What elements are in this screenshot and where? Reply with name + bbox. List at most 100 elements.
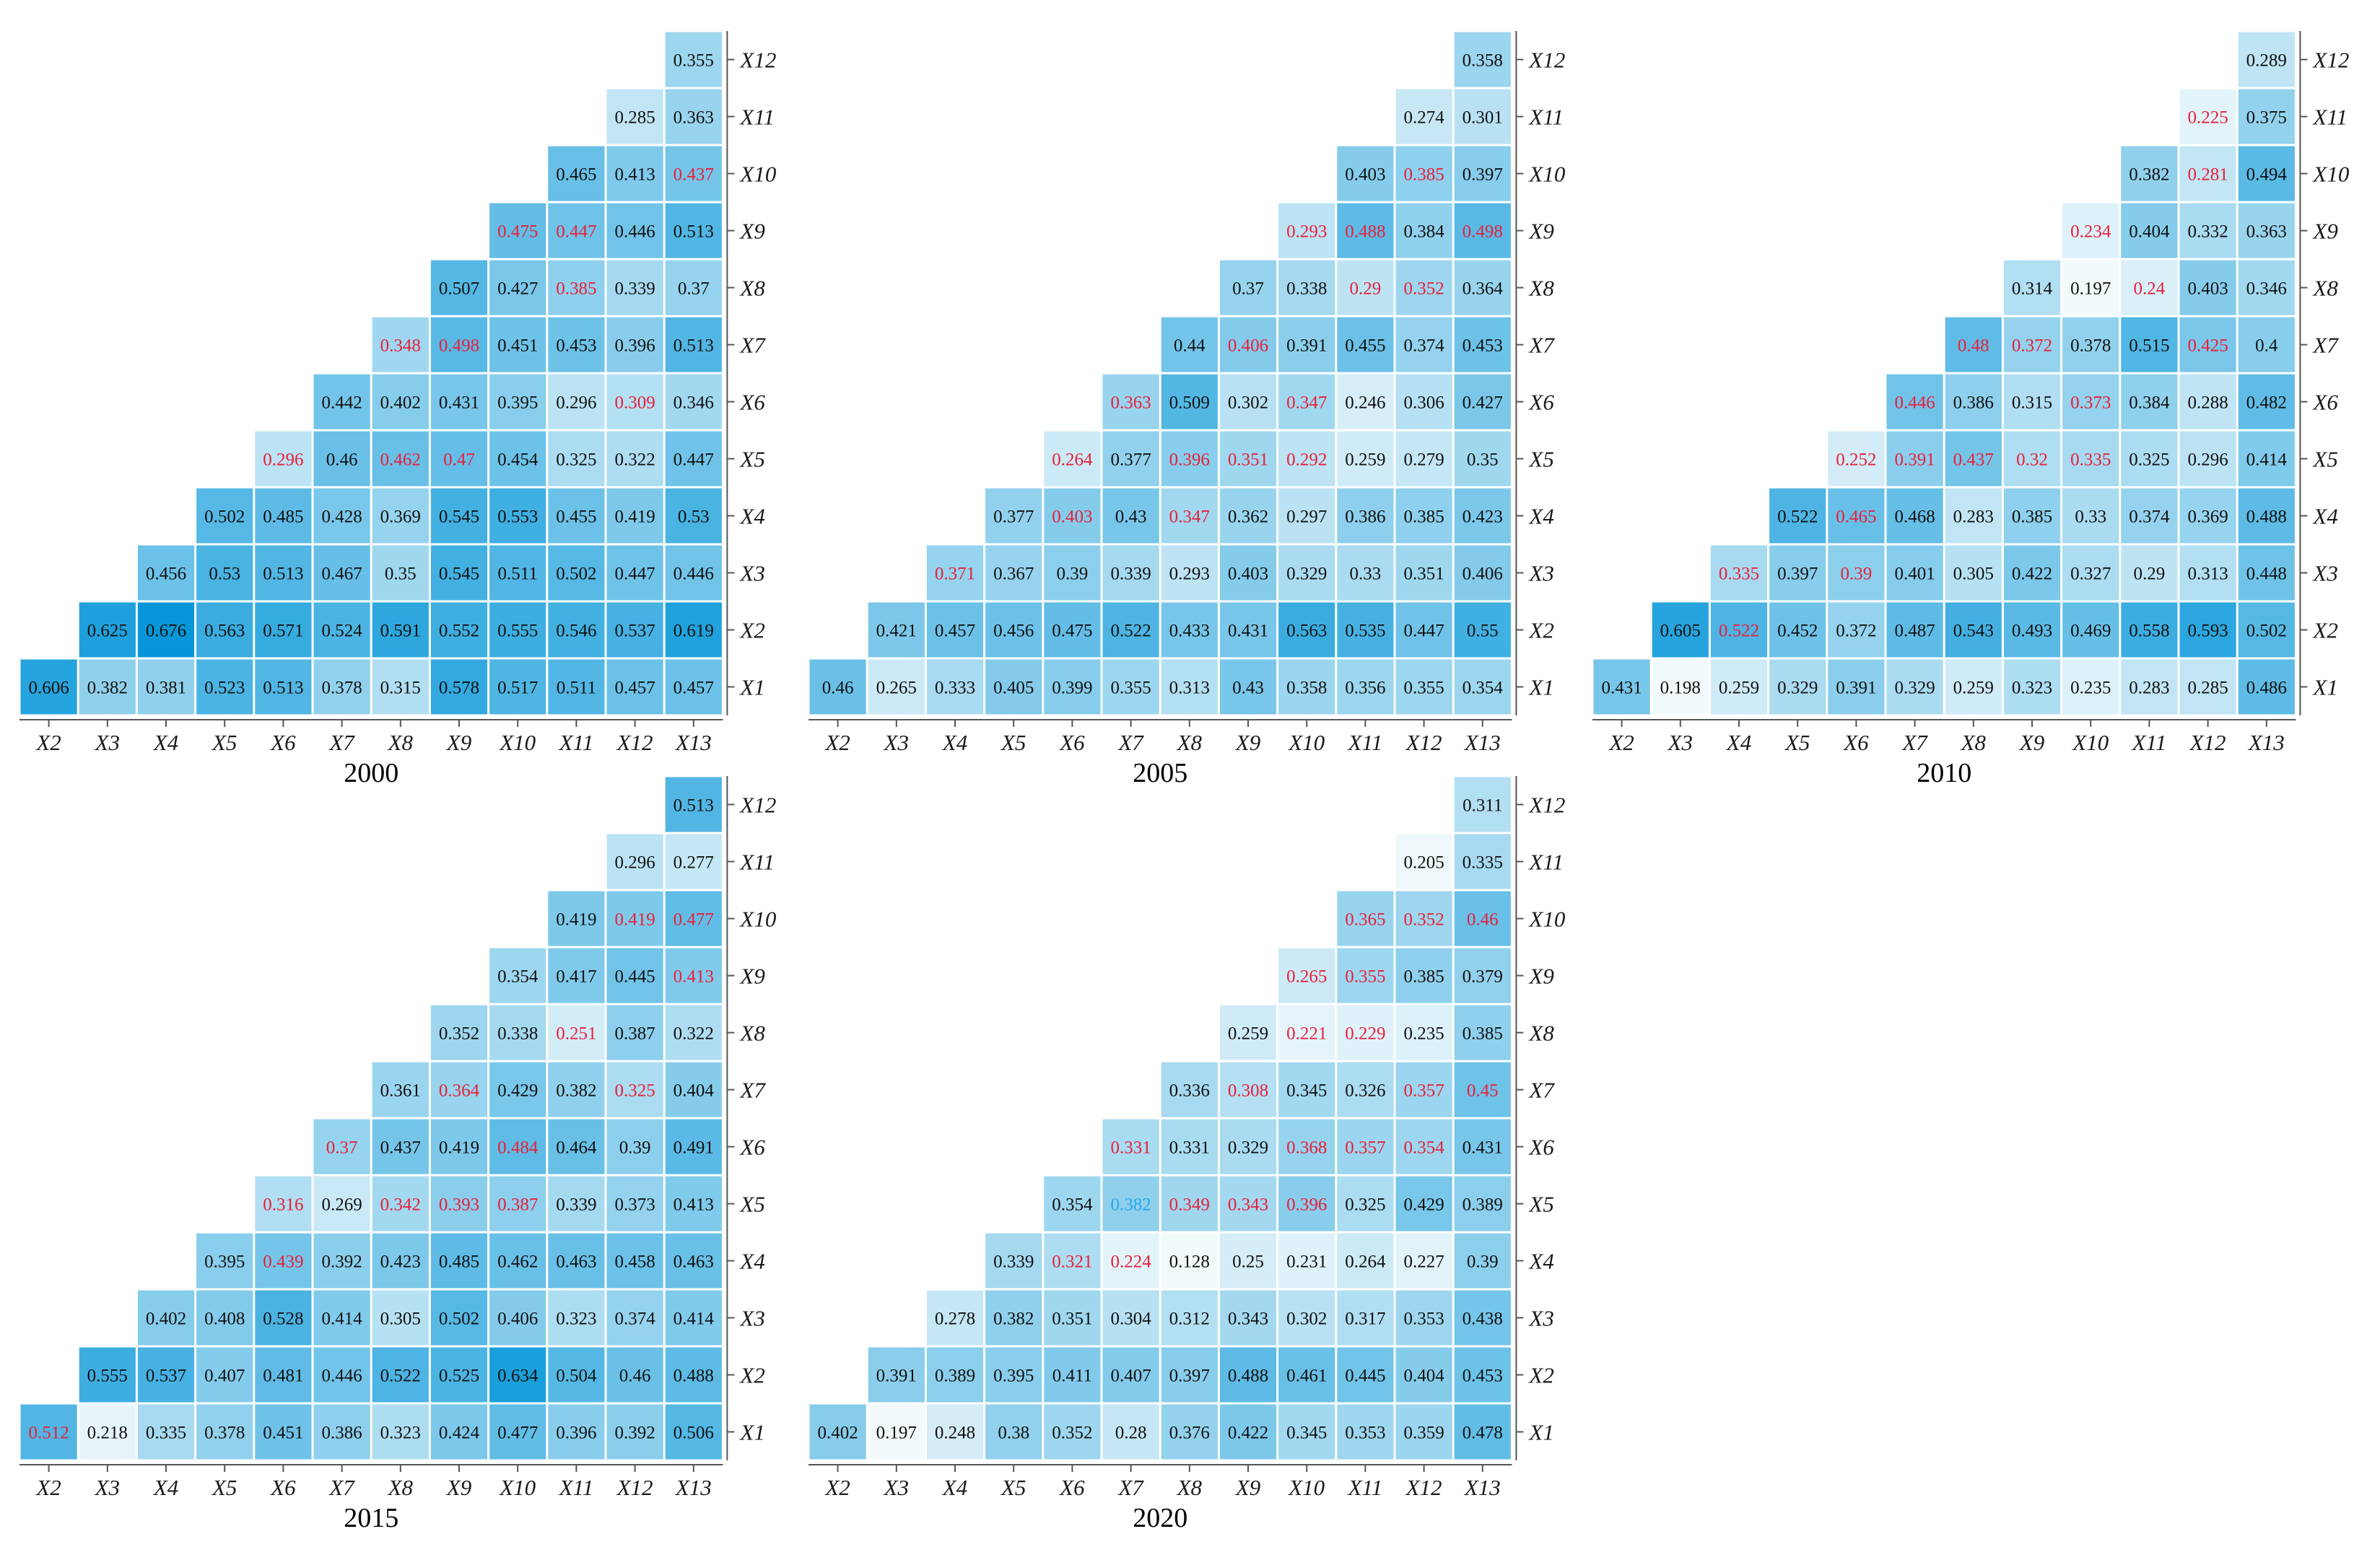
heatmap-cell <box>548 602 605 658</box>
x-tick-label: X11 <box>2131 730 2167 755</box>
cell-value-label: 0.229 <box>1345 1024 1385 1044</box>
heatmap-cell <box>2238 545 2295 601</box>
cell-value-label: 0.413 <box>614 165 655 185</box>
cell-value-label: 0.252 <box>1836 450 1876 470</box>
heatmap-cell <box>2238 89 2295 144</box>
cell-value-label: 0.461 <box>1286 1367 1327 1386</box>
y-tick-label: X2 <box>1527 618 1553 643</box>
heatmap-cell <box>1219 1404 1277 1460</box>
cell-value-label: 0.515 <box>2129 336 2169 356</box>
cell-value-label: 0.39 <box>619 1138 651 1158</box>
cell-value-label: 0.619 <box>674 622 714 641</box>
cell-value-label: 0.522 <box>1719 622 1759 641</box>
cell-value-label: 0.297 <box>1286 507 1327 527</box>
heatmap-cell <box>489 1290 546 1346</box>
cell-value-label: 0.399 <box>1052 679 1092 698</box>
cell-value-label: 0.387 <box>614 1024 655 1044</box>
cell-value-label: 0.458 <box>614 1252 655 1272</box>
heatmap-cell <box>2179 659 2236 715</box>
cell-value-label: 0.372 <box>1836 622 1876 641</box>
heatmap-cell <box>2179 545 2236 601</box>
y-tick-label: X3 <box>738 1306 764 1331</box>
heatmap-cell <box>606 374 663 430</box>
cell-value-label: 0.372 <box>2012 336 2052 356</box>
cell-value-label: 0.323 <box>380 1424 421 1443</box>
cell-value-label: 0.45 <box>1467 1081 1499 1101</box>
cell-value-label: 0.39 <box>1467 1252 1499 1272</box>
cell-value-label: 0.335 <box>146 1424 186 1443</box>
heatmap-cell <box>606 1005 663 1060</box>
cell-value-label: 0.451 <box>497 336 538 356</box>
heatmap-cell <box>313 374 370 430</box>
cell-value-label: 0.367 <box>993 565 1034 584</box>
heatmap-cell <box>1395 1062 1452 1117</box>
cell-value-label: 0.246 <box>1345 393 1385 413</box>
heatmap-cell <box>196 602 253 658</box>
cell-value-label: 0.335 <box>1463 853 1503 873</box>
cell-value-label: 0.323 <box>556 1309 596 1329</box>
x-tick-label: X13 <box>2247 730 2285 755</box>
cell-value-label: 0.39 <box>1841 565 1873 584</box>
heatmap-cell <box>196 1347 253 1403</box>
heatmap-cell <box>2238 146 2295 201</box>
cell-value-label: 0.498 <box>1463 222 1503 242</box>
cell-value-label: 0.502 <box>204 507 245 527</box>
heatmap-cell <box>548 1347 605 1403</box>
cell-value-label: 0.369 <box>2187 507 2228 527</box>
heatmap-cell <box>489 659 546 715</box>
cell-value-label: 0.302 <box>1286 1309 1327 1329</box>
heatmap-cell <box>1886 374 1943 430</box>
heatmap-cell <box>430 317 488 372</box>
cell-value-label: 0.457 <box>614 679 655 698</box>
cell-value-label: 0.352 <box>1052 1424 1092 1443</box>
cell-value-label: 0.373 <box>2070 393 2111 413</box>
cell-value-label: 0.395 <box>993 1367 1034 1386</box>
cell-value-label: 0.315 <box>2012 393 2052 413</box>
cell-value-label: 0.329 <box>1286 565 1327 584</box>
x-tick-label: X13 <box>674 1475 712 1500</box>
cell-value-label: 0.482 <box>2246 393 2287 413</box>
heatmap-cell <box>1395 203 1452 258</box>
heatmap-cell <box>1395 1290 1452 1346</box>
heatmap-cell <box>430 431 488 487</box>
cell-value-label: 0.419 <box>614 507 655 527</box>
heatmap-cell <box>196 488 253 544</box>
heatmap-cell <box>196 1290 253 1346</box>
heatmap-cell <box>1161 374 1218 430</box>
cell-value-label: 0.453 <box>1463 336 1503 356</box>
heatmap-cell <box>665 1347 722 1403</box>
heatmap-cell <box>985 1347 1042 1403</box>
y-tick-label: X1 <box>1527 675 1553 700</box>
cell-value-label: 0.198 <box>1660 679 1701 698</box>
heatmap-cell <box>196 545 253 601</box>
cell-value-label: 0.386 <box>1345 507 1385 527</box>
cell-value-label: 0.391 <box>1286 336 1327 356</box>
x-tick-label: X4 <box>1725 730 1751 755</box>
cell-value-label: 0.522 <box>380 1367 421 1386</box>
y-tick-label: X3 <box>738 561 764 586</box>
heatmap-cell <box>372 1119 429 1175</box>
heatmap-cell <box>665 1176 722 1232</box>
heatmap-cell <box>665 431 722 487</box>
cell-value-label: 0.419 <box>614 910 655 930</box>
cell-value-label: 0.488 <box>1345 222 1385 242</box>
x-tick-label: X4 <box>941 1475 967 1500</box>
heatmap-cell <box>1454 89 1511 144</box>
cell-value-label: 0.277 <box>674 853 714 873</box>
cell-value-label: 0.405 <box>993 679 1034 698</box>
cell-value-label: 0.274 <box>1403 108 1444 128</box>
heatmap-cell <box>1219 1347 1277 1403</box>
heatmap-cell <box>1945 602 2002 658</box>
cell-value-label: 0.296 <box>614 853 655 873</box>
cell-value-label: 0.393 <box>439 1195 479 1215</box>
cell-value-label: 0.364 <box>1463 279 1504 299</box>
heatmap-cell <box>372 1233 429 1289</box>
y-tick-label: X4 <box>738 1249 764 1274</box>
cell-value-label: 0.279 <box>1403 450 1444 470</box>
cell-value-label: 0.403 <box>1345 165 1385 185</box>
heatmap-cell <box>1278 260 1335 315</box>
heatmap-cell <box>313 1347 370 1403</box>
heatmap-cell <box>2062 203 2119 258</box>
cell-value-label: 0.386 <box>321 1424 362 1443</box>
heatmap-cell <box>1161 1290 1218 1346</box>
